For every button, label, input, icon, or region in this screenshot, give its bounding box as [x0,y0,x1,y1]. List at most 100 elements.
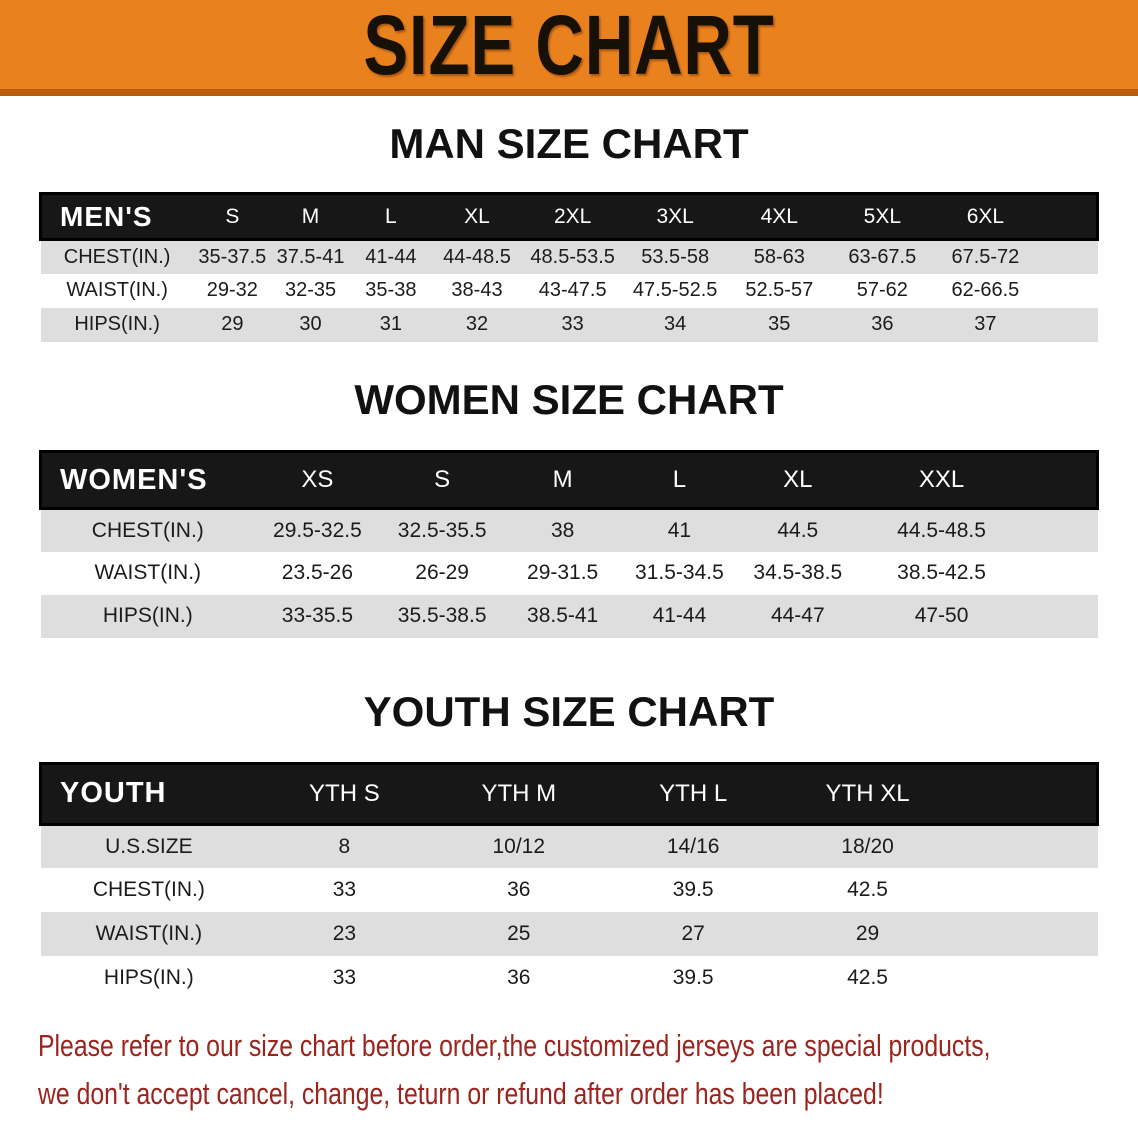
row-label: HIPS(IN.) [40,594,256,638]
row-label: WAIST(IN.) [40,551,256,595]
header-filler [954,761,1099,826]
men-chest-row: CHEST(IN.) 35-37.5 37.5-41 41-44 44-48.5… [40,239,1098,274]
header-cell: YTH M [431,761,606,826]
size-cell: 10/12 [431,824,606,869]
youth-section-heading: YOUTH SIZE CHART [363,687,775,735]
size-cell: 30 [270,307,351,342]
size-cell: 29.5-32.5 [255,508,380,552]
men-waist-row: WAIST(IN.) 29-32 32-35 35-38 38-43 43-47… [40,273,1098,308]
header-cell: S [193,192,271,242]
women-header-row: WOMEN'S XS S M L XL XXL [39,450,1099,511]
size-cell: 8 [257,824,432,869]
size-cell: 29 [780,912,955,957]
size-cell: 36 [431,956,606,1001]
header-cell: XXL [857,450,1026,511]
disclaimer: Please refer to our size chart before or… [38,1022,1118,1118]
size-cell: 34 [622,307,728,342]
row-label: HIPS(IN.) [40,307,194,342]
size-cell: 35.5-38.5 [379,594,505,638]
size-cell: 39.5 [605,956,781,1001]
size-cell: 67.5-72 [933,239,1038,274]
header-cell: 3XL [622,192,728,242]
header-cell: 4XL [727,192,832,242]
size-cell: 36 [431,868,606,913]
men-header-row: MEN'S S M L XL 2XL 3XL 4XL 5XL 6XL [38,192,1100,242]
size-cell: 29-32 [193,273,271,308]
size-cell: 32.5-35.5 [379,508,505,552]
header-cell: YTH XL [780,761,955,826]
size-cell: 39.5 [605,868,781,913]
filler-cell [1037,307,1098,342]
size-cell: 41-44 [350,239,432,274]
size-cell: 23 [257,912,432,957]
row-label: WAIST(IN.) [40,912,258,957]
women-size-table: WOMEN'S XS S M L XL XXL CHEST(IN.) 29.5-… [39,450,1099,638]
header-cell: YTH S [257,761,432,826]
size-cell: 29 [193,307,271,342]
banner: SIZE CHART [0,0,1138,96]
men-table-title-cell: MEN'S [38,192,194,242]
size-cell: 47-50 [857,594,1026,638]
women-hips-row: HIPS(IN.) 33-35.5 35.5-38.5 38.5-41 41-4… [40,594,1098,638]
size-cell: 63-67.5 [831,239,934,274]
row-label: HIPS(IN.) [40,956,258,1001]
header-filler [1037,192,1100,242]
size-cell: 42.5 [780,956,955,1001]
size-cell: 14/16 [605,824,781,869]
youth-chest-row: CHEST(IN.) 33 36 39.5 42.5 [40,868,1098,913]
size-cell: 42.5 [780,868,955,913]
size-cell: 38-43 [431,273,523,308]
row-label: CHEST(IN.) [40,868,258,913]
youth-table-title-cell: YOUTH [39,761,258,826]
size-cell: 48.5-53.5 [522,239,623,274]
size-cell: 43-47.5 [522,273,623,308]
size-cell: 35-38 [350,273,432,308]
header-filler [1025,450,1099,511]
size-cell: 33 [257,956,432,1001]
women-chest-row: CHEST(IN.) 29.5-32.5 32.5-35.5 38 41 44.… [40,508,1098,552]
size-cell: 44.5-48.5 [857,508,1026,552]
filler-cell [954,824,1098,869]
size-cell: 32 [431,307,523,342]
size-cell: 18/20 [780,824,955,869]
filler-cell [1037,273,1098,308]
banner-title: SIZE CHART [363,0,775,92]
youth-ussize-row: U.S.SIZE 8 10/12 14/16 18/20 [40,824,1098,869]
header-cell: L [620,450,739,511]
size-cell: 53.5-58 [622,239,728,274]
size-cell: 44-47 [738,594,858,638]
men-section-heading: MAN SIZE CHART [389,120,749,167]
row-label: WAIST(IN.) [40,273,194,308]
youth-hips-row: HIPS(IN.) 33 36 39.5 42.5 [40,956,1098,1001]
size-cell: 31.5-34.5 [620,551,739,595]
disclaimer-line-1: Please refer to our size chart before or… [38,1028,991,1064]
size-cell: 41 [620,508,739,552]
size-cell: 37.5-41 [270,239,351,274]
women-waist-row: WAIST(IN.) 23.5-26 26-29 29-31.5 31.5-34… [40,551,1098,595]
size-cell: 57-62 [831,273,934,308]
header-cell: 6XL [933,192,1038,242]
men-size-table: MEN'S S M L XL 2XL 3XL 4XL 5XL 6XL CHEST… [38,192,1100,342]
size-cell: 38.5-42.5 [857,551,1026,595]
size-cell: 31 [350,307,432,342]
size-cell: 38 [504,508,621,552]
size-cell: 47.5-52.5 [622,273,728,308]
youth-waist-row: WAIST(IN.) 23 25 27 29 [40,912,1098,957]
size-cell: 27 [605,912,781,957]
header-cell: M [270,192,351,242]
size-cell: 33 [522,307,623,342]
header-cell: L [350,192,432,242]
size-cell: 33 [257,868,432,913]
header-cell: YTH L [605,761,781,826]
size-cell: 35-37.5 [193,239,271,274]
filler-cell [1037,239,1098,274]
size-cell: 38.5-41 [504,594,621,638]
youth-size-table: YOUTH YTH S YTH M YTH L YTH XL U.S.SIZE … [39,761,1099,1001]
row-label: CHEST(IN.) [40,508,256,552]
header-cell: M [504,450,621,511]
filler-cell [1025,551,1098,595]
size-cell: 37 [933,307,1038,342]
row-label: CHEST(IN.) [40,239,194,274]
header-cell: 5XL [831,192,934,242]
size-cell: 23.5-26 [255,551,380,595]
